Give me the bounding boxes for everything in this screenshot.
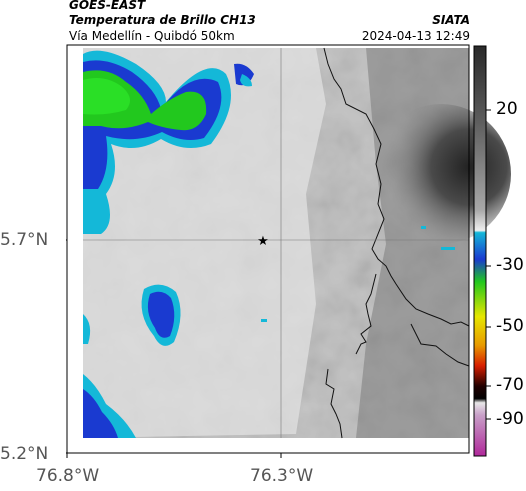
organization-label: SIATA	[432, 13, 470, 27]
colorbar-label-minus-30: -30	[496, 255, 524, 275]
cold-cloud-nw	[83, 50, 254, 234]
datetime-label: 2024-04-13 12:49	[361, 29, 470, 43]
lat-label-5-7: 5.7°N	[0, 230, 49, 250]
product-subtitle: Temperatura de Brillo CH13	[69, 13, 256, 27]
colorbar-label-minus-50: -50	[496, 316, 524, 336]
satellite-map: ★	[66, 44, 511, 458]
border-line-south	[355, 273, 377, 355]
lon-label-76-3: 76.3°W	[250, 466, 314, 486]
lat-label-5-2: 5.2°N	[0, 444, 49, 464]
lon-label-76-8: 76.8°W	[36, 466, 100, 486]
cold-cloud-cell	[141, 284, 181, 346]
map-frame	[66, 44, 470, 454]
star-icon: ★	[257, 234, 269, 249]
colorbar-label-minus-70: -70	[496, 375, 524, 395]
colorbar	[473, 45, 491, 457]
area-label: Vía Medellín - Quibdó 50km	[69, 29, 235, 43]
cold-cloud-sw	[83, 314, 136, 438]
colorbar-label-minus-90: -90	[496, 409, 524, 429]
river-line	[325, 368, 343, 439]
imagery	[83, 47, 511, 439]
axis-ticks	[66, 239, 282, 458]
product-title: GOES-EAST	[69, 0, 146, 12]
colorbar-label-20: 20	[496, 99, 518, 119]
border-line	[323, 47, 470, 327]
